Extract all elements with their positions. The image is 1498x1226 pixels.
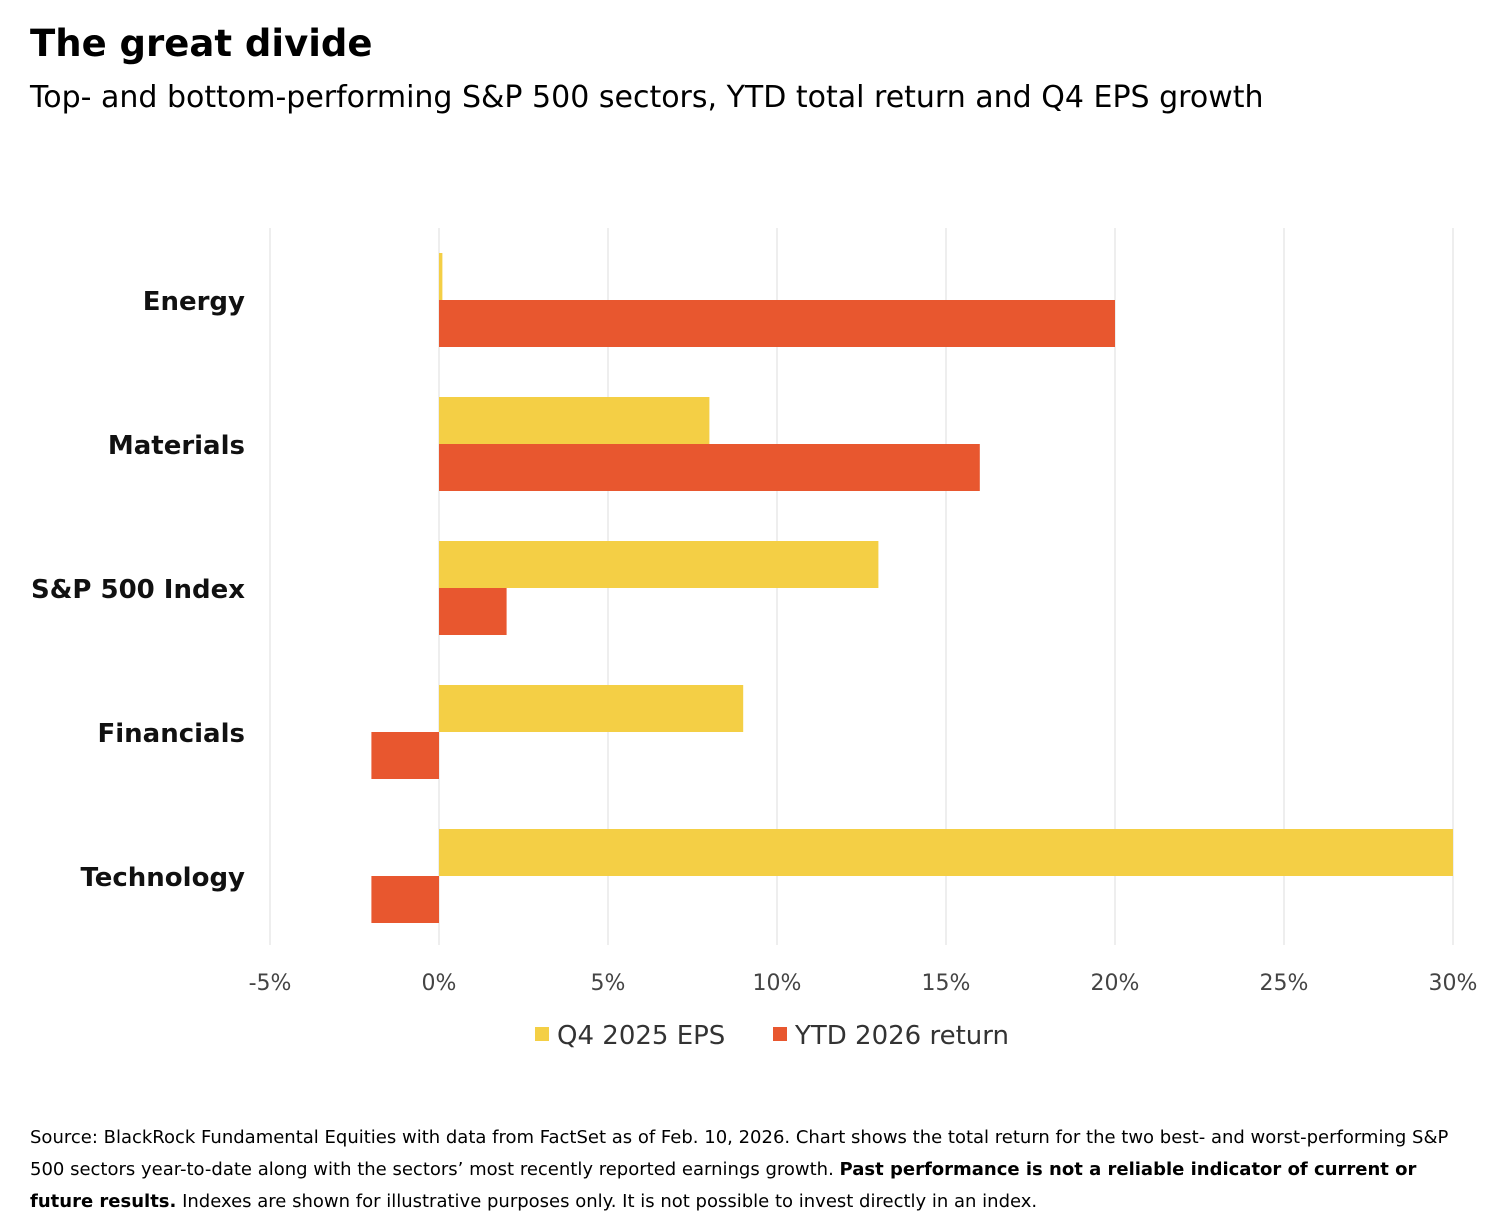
bar-eps [439,253,443,300]
category-label: S&P 500 Index [31,575,245,605]
x-tick-label: 15% [922,971,971,996]
bar-eps [439,829,1453,876]
bar-return [439,588,507,635]
bar-chart: -5% 0% 5% 10% 15% 20% 25% 30% Energy Materials S&P… [31,228,1478,1051]
legend-swatch [773,1027,787,1041]
source-note: Source: BlackRock Fundamental Equities w… [30,1122,1480,1218]
bar-eps [439,685,744,732]
bar-return [439,444,980,491]
x-tick-label: 0% [422,971,457,996]
bar-eps [439,541,879,588]
category-label: Materials [108,431,245,461]
legend-swatch [535,1027,549,1041]
bar-return [439,300,1115,347]
x-tick-label: 10% [753,971,802,996]
x-tick-label: 25% [1260,971,1309,996]
category-label: Technology [80,863,245,893]
legend-label: Q4 2025 EPS [557,1021,725,1051]
x-tick-label: 20% [1091,971,1140,996]
disclaimer-bold: Past performance is not a reliable indic… [30,1159,1417,1212]
category-label: Financials [98,719,246,749]
x-tick-label: 5% [591,971,626,996]
chart-title: The great divide [30,22,373,65]
chart-subtitle: Top- and bottom-performing S&P 500 secto… [30,80,1264,115]
bar-eps [439,397,710,444]
disclaimer-text: Indexes are shown for illustrative purpo… [176,1191,1038,1212]
x-tick-label: 30% [1429,971,1478,996]
source-text: Source: BlackRock Fundamental Equities w… [30,1127,1449,1180]
category-label: Energy [143,287,245,317]
bar-return [371,876,439,923]
bar-return [371,732,439,779]
x-tick-label: -5% [249,971,292,996]
legend-label: YTD 2026 return [794,1021,1009,1051]
